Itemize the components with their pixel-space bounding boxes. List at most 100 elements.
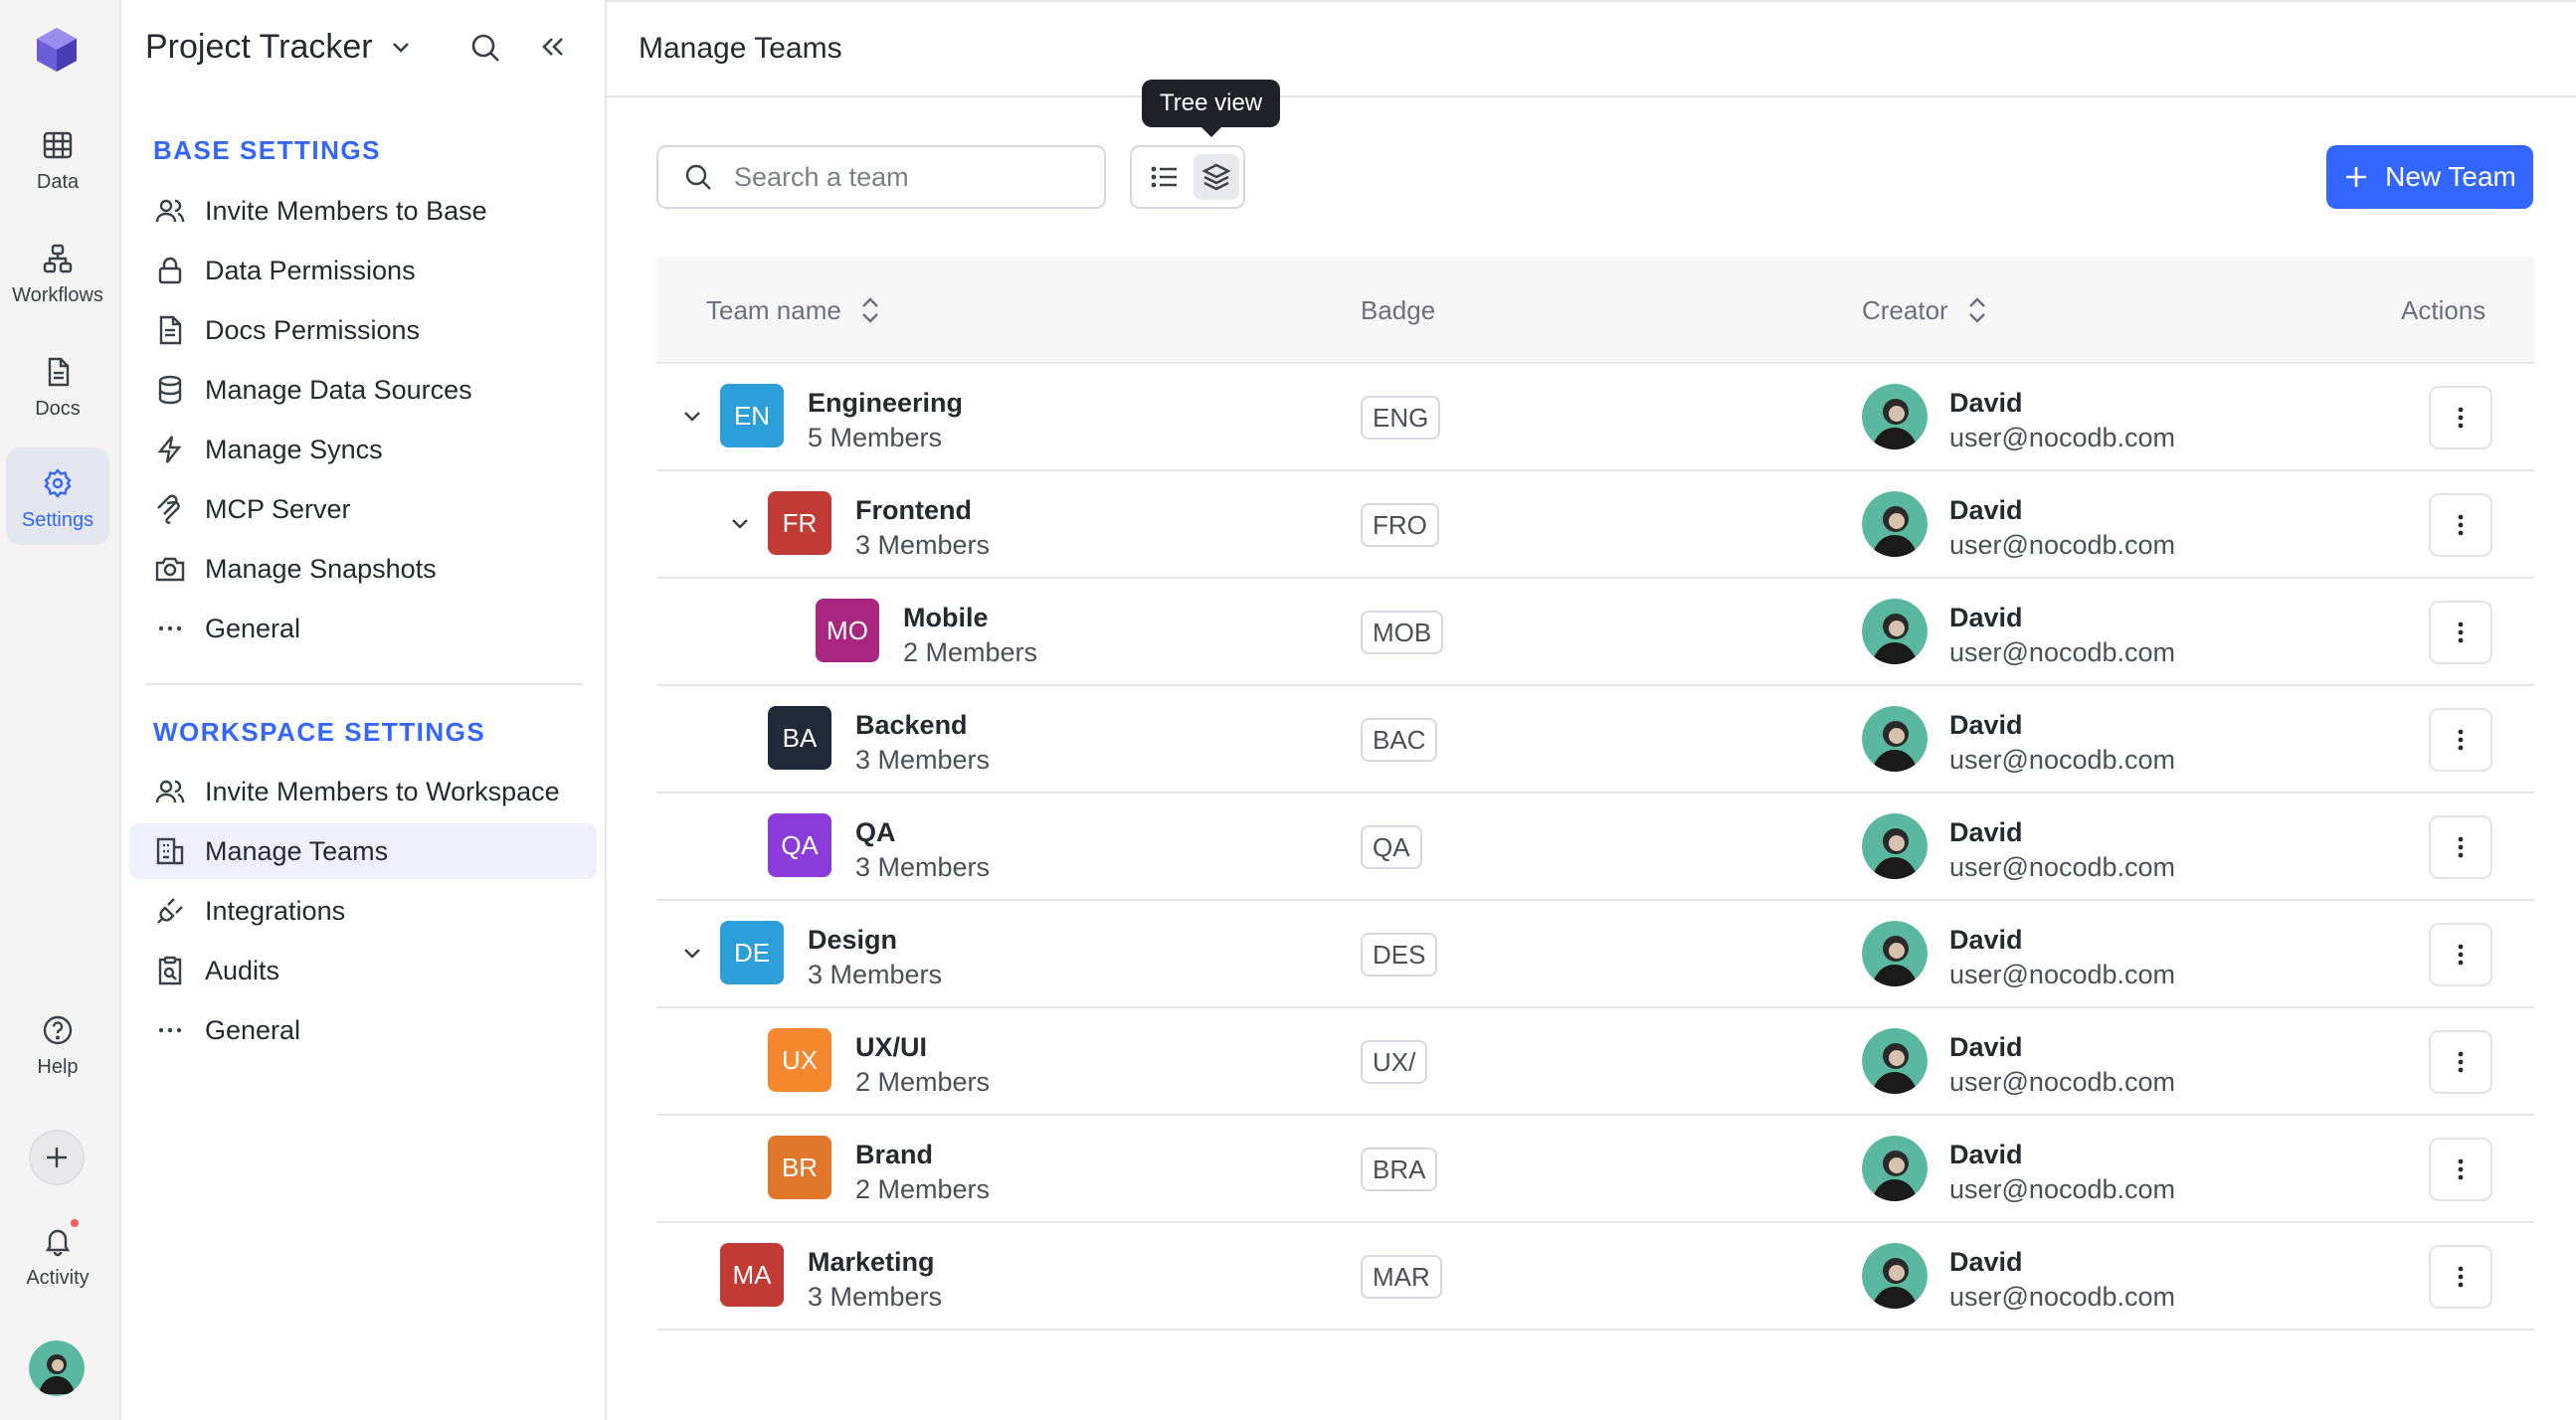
nocodb-logo[interactable] xyxy=(33,26,81,74)
row-actions-button[interactable] xyxy=(2429,386,2492,449)
team-info: Design 3 Members xyxy=(808,923,942,992)
rail-item-help[interactable]: Help xyxy=(6,994,109,1092)
workspace-settings-heading: WORKSPACE SETTINGS xyxy=(153,717,486,747)
notification-dot xyxy=(69,1217,81,1229)
creator-info: David user@nocodb.com xyxy=(1949,1245,2175,1315)
team-badge: MAR xyxy=(1361,1255,1442,1299)
table-row[interactable]: QA QA 3 Members QA David user@nocodb.com xyxy=(656,794,2534,901)
users-icon xyxy=(153,775,187,808)
main-content: Manage Teams Tree view New Team Team nam… xyxy=(607,0,2576,1420)
new-team-button[interactable]: New Team xyxy=(2326,145,2533,209)
team-name: Mobile xyxy=(903,603,989,632)
rail-item-workflows[interactable]: Workflows xyxy=(6,223,109,320)
database-icon xyxy=(153,373,187,407)
gear-icon xyxy=(40,465,76,501)
column-header-badge: Badge xyxy=(1361,257,1435,364)
row-actions-button[interactable] xyxy=(2429,1030,2492,1094)
sidebar-item-invite-members-workspace[interactable]: Invite Members to Workspace xyxy=(129,764,597,819)
rail-item-settings[interactable]: Settings xyxy=(6,447,109,545)
sidebar-item-audits[interactable]: Audits xyxy=(129,943,597,998)
team-name: UX/UI xyxy=(855,1032,928,1062)
table-row[interactable]: EN Engineering 5 Members ENG David user@nocod… xyxy=(656,364,2534,471)
search-input[interactable] xyxy=(734,161,1092,193)
table-row[interactable]: MA Marketing 3 Members MAR David user@nocodb.… xyxy=(656,1223,2534,1331)
column-header-creator[interactable]: Creator xyxy=(1862,257,1990,364)
sidebar-item-manage-teams[interactable]: Manage Teams xyxy=(129,823,597,879)
ellipsis-icon xyxy=(153,612,187,645)
more-vertical-icon xyxy=(2458,1051,2464,1073)
creator-info: David user@nocodb.com xyxy=(1949,493,2175,563)
document-icon xyxy=(40,354,76,390)
row-actions-button[interactable] xyxy=(2429,1245,2492,1309)
sidebar-item-invite-members-base[interactable]: Invite Members to Base xyxy=(129,183,597,239)
row-actions-button[interactable] xyxy=(2429,601,2492,664)
sidebar-divider xyxy=(145,683,583,685)
user-avatar[interactable] xyxy=(29,1340,85,1396)
sidebar-item-mcp-server[interactable]: MCP Server xyxy=(129,481,597,537)
expand-chevron-icon[interactable] xyxy=(724,507,756,539)
creator-info: David user@nocodb.com xyxy=(1949,601,2175,670)
creator-email: user@nocodb.com xyxy=(1949,745,2176,776)
team-info: Brand 2 Members xyxy=(855,1138,990,1207)
collapse-sidebar-icon[interactable] xyxy=(535,30,571,66)
list-view-button[interactable] xyxy=(1142,154,1188,200)
layers-icon xyxy=(1201,163,1231,191)
users-icon xyxy=(153,194,187,228)
row-actions-button[interactable] xyxy=(2429,923,2492,986)
creator-info: David user@nocodb.com xyxy=(1949,815,2175,885)
creator-name: David xyxy=(1949,1247,2023,1277)
team-search[interactable] xyxy=(656,145,1106,209)
sidebar-item-data-permissions[interactable]: Data Permissions xyxy=(129,243,597,298)
sidebar-item-manage-snapshots[interactable]: Manage Snapshots xyxy=(129,541,597,597)
table-row[interactable]: UX UX/UI 2 Members UX/David user@nocodb.com xyxy=(656,1008,2534,1116)
row-actions-button[interactable] xyxy=(2429,1138,2492,1201)
workflow-icon xyxy=(40,241,76,276)
sidebar-item-integrations[interactable]: Integrations xyxy=(129,883,597,939)
table-row[interactable]: MO Mobile 2 Members MOB David user@nocodb.com xyxy=(656,579,2534,686)
expand-chevron-icon[interactable] xyxy=(676,937,708,969)
sidebar-item-label: Manage Snapshots xyxy=(205,553,437,584)
rail-item-docs[interactable]: Docs xyxy=(6,336,109,434)
table-row[interactable]: FR Frontend 3 Members FRO David user@nocodb.c… xyxy=(656,471,2534,579)
sidebar-item-general-workspace[interactable]: General xyxy=(129,1002,597,1058)
team-member-count: 3 Members xyxy=(808,960,943,990)
view-toggle xyxy=(1130,145,1245,209)
more-vertical-icon xyxy=(2458,407,2464,429)
main-header: Manage Teams xyxy=(607,0,2576,97)
column-header-team-name[interactable]: Team name xyxy=(706,257,883,364)
project-switcher[interactable]: Project Tracker xyxy=(145,28,415,67)
sidebar-item-general-base[interactable]: General xyxy=(129,601,597,656)
team-avatar: BA xyxy=(768,706,831,770)
tree-view-button[interactable] xyxy=(1194,154,1239,200)
creator-name: David xyxy=(1949,1032,2023,1062)
team-avatar: BR xyxy=(768,1136,831,1199)
creator-avatar xyxy=(1862,706,1928,772)
lightning-icon xyxy=(153,433,187,466)
sidebar-item-manage-data-sources[interactable]: Manage Data Sources xyxy=(129,362,597,418)
team-name: Backend xyxy=(855,710,968,740)
list-icon xyxy=(1151,166,1177,188)
more-vertical-icon xyxy=(2458,1266,2464,1288)
add-button[interactable] xyxy=(29,1130,85,1185)
search-icon[interactable] xyxy=(467,30,503,66)
row-actions-button[interactable] xyxy=(2429,815,2492,879)
sort-icon xyxy=(1968,297,1985,323)
team-info: QA 3 Members xyxy=(855,815,990,885)
row-actions-button[interactable] xyxy=(2429,493,2492,557)
creator-email: user@nocodb.com xyxy=(1949,423,2176,453)
sidebar-item-manage-syncs[interactable]: Manage Syncs xyxy=(129,422,597,477)
creator-name: David xyxy=(1949,817,2023,847)
team-avatar: EN xyxy=(720,384,784,447)
table-row[interactable]: BR Brand 2 Members BRA David user@nocodb.com xyxy=(656,1116,2534,1223)
table-row[interactable]: DE Design 3 Members DES David user@nocodb.com xyxy=(656,901,2534,1008)
bell-icon xyxy=(40,1223,76,1259)
table-row[interactable]: BA Backend 3 Members BAC David user@nocodb.co… xyxy=(656,686,2534,794)
creator-avatar xyxy=(1862,1243,1928,1309)
rail-item-activity[interactable]: Activity xyxy=(6,1205,109,1303)
row-actions-button[interactable] xyxy=(2429,708,2492,772)
rail-item-data[interactable]: Data xyxy=(6,109,109,207)
creator-avatar xyxy=(1862,491,1928,557)
expand-chevron-icon[interactable] xyxy=(676,400,708,432)
sidebar-item-docs-permissions[interactable]: Docs Permissions xyxy=(129,302,597,358)
team-name: QA xyxy=(855,817,896,847)
